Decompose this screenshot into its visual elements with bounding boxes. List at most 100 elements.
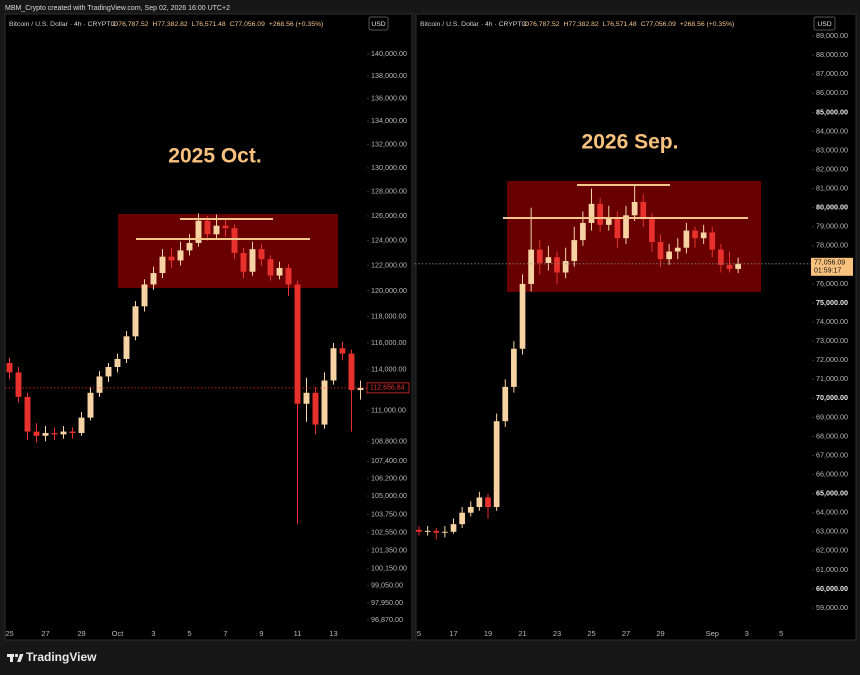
candle-body [631, 201, 638, 216]
y-tick-label: 88,000.00 [816, 50, 848, 59]
x-tick-label: 29 [656, 629, 664, 638]
candle-body [700, 232, 707, 239]
y-tick-label: 138,000.00 [371, 71, 407, 80]
candle-body [186, 242, 193, 251]
x-tick-label: 13 [329, 629, 337, 638]
candle-body [528, 249, 534, 284]
y-tick-label: 122,000.00 [371, 260, 407, 269]
y-tick-label: 136,000.00 [371, 93, 407, 102]
y-tick-label: 76,000.00 [816, 279, 848, 288]
currency-box[interactable] [813, 16, 836, 31]
candle-body [33, 431, 40, 436]
y-tick-label: 82,000.00 [816, 164, 848, 173]
candle-body [357, 387, 364, 391]
y-tick-label: 105,000.00 [371, 491, 407, 500]
candle-body [276, 267, 283, 276]
candle-body [580, 222, 586, 241]
y-tick-label: 65,000.00 [816, 489, 848, 498]
candle-body [459, 512, 465, 525]
candle-body [692, 230, 698, 239]
y-tick-label: 107,400.00 [371, 456, 407, 465]
y-tick-label: 84,000.00 [816, 126, 848, 135]
currency: USD [817, 21, 831, 28]
x-tick-label: 27 [41, 629, 49, 638]
candle-body [674, 247, 681, 252]
candle-body [168, 256, 175, 261]
annotation: 2026 Sep. [582, 131, 679, 154]
candle-body [666, 251, 672, 260]
y-tick-label: 86,000.00 [816, 88, 848, 97]
candle-body [42, 432, 49, 436]
ohlc-legend: O76,787.52 H77,382.82 L76,571.48 C77,056.09… [113, 21, 323, 28]
y-tick-label: 61,000.00 [816, 565, 848, 574]
candle-body [96, 376, 103, 393]
y-tick-label: 124,000.00 [371, 235, 407, 244]
x-tick-label: 5 [187, 629, 191, 638]
candle-body [485, 497, 491, 507]
candle-body [24, 396, 31, 432]
y-tick-label: 70,000.00 [816, 393, 848, 402]
candle-body [312, 392, 319, 425]
y-tick-label: 103,750.00 [371, 509, 407, 518]
y-tick-label: 80,000.00 [816, 203, 848, 212]
candle-body [442, 531, 448, 533]
y-tick-label: 69,000.00 [816, 412, 848, 421]
y-tick-label: 81,000.00 [816, 184, 848, 193]
candle-body [683, 230, 690, 248]
price-label-box [366, 382, 410, 394]
y-tick-label: 89,000.00 [816, 31, 848, 40]
y-tick-label: 85,000.00 [816, 107, 848, 116]
y-tick-label: 83,000.00 [816, 145, 848, 154]
candle-body [554, 257, 560, 273]
currency-box[interactable] [368, 16, 389, 31]
candle-body [258, 249, 265, 260]
candle-body [657, 241, 664, 260]
y-tick-label: 60,000.00 [816, 584, 848, 593]
price-label: 112,656.84 [370, 385, 405, 392]
x-tick-label: 5 [417, 629, 421, 638]
candle-body [240, 252, 247, 272]
x-tick-label: 3 [151, 629, 155, 638]
y-tick-label: 134,000.00 [371, 116, 407, 125]
y-tick-label: 128,000.00 [371, 187, 407, 196]
candle-body [726, 264, 733, 269]
y-tick-label: 106,200.00 [371, 474, 407, 483]
annotation: 2025 Oct. [168, 145, 261, 168]
y-tick-label: 118,000.00 [371, 312, 406, 321]
currency: USD [371, 21, 385, 28]
y-tick-label: 120,000.00 [371, 286, 407, 295]
x-tick-label: 25 [587, 629, 595, 638]
y-tick-label: 64,000.00 [816, 508, 848, 517]
candle-body [60, 431, 67, 435]
y-tick-label: 96,870.00 [371, 615, 403, 624]
y-tick-label: 100,150.00 [371, 564, 407, 573]
y-tick-label: 59,000.00 [816, 603, 848, 612]
candle-body [605, 217, 612, 225]
range-box [507, 181, 761, 292]
y-tick-label: 126,000.00 [371, 211, 407, 220]
x-tick-label: Sep [706, 629, 719, 638]
candle-body [105, 366, 112, 377]
candle-body [78, 417, 85, 433]
candle-body [177, 250, 184, 261]
y-tick-label: 140,000.00 [371, 49, 407, 58]
candle-body [114, 358, 121, 367]
x-tick-label: 5 [779, 629, 783, 638]
x-tick-label: 23 [553, 629, 561, 638]
y-tick-label: 75,000.00 [816, 298, 848, 307]
candle-body [303, 392, 310, 404]
candle-body [330, 348, 337, 381]
candle-body [571, 240, 578, 262]
y-tick-label: 71,000.00 [816, 374, 848, 383]
ohlc-value: H77,382.82 [564, 21, 599, 28]
brand: TradingView [26, 650, 97, 664]
ohlc-value: O76,787.52 [524, 21, 560, 28]
y-tick-label: 99,050.00 [371, 581, 403, 590]
y-tick-label: 114,000.00 [371, 365, 406, 374]
candle-body [348, 353, 355, 391]
y-tick-label: 116,000.00 [371, 338, 406, 347]
y-tick-label: 62,000.00 [816, 546, 848, 555]
candle-body [476, 497, 483, 507]
candle-body [597, 203, 603, 225]
